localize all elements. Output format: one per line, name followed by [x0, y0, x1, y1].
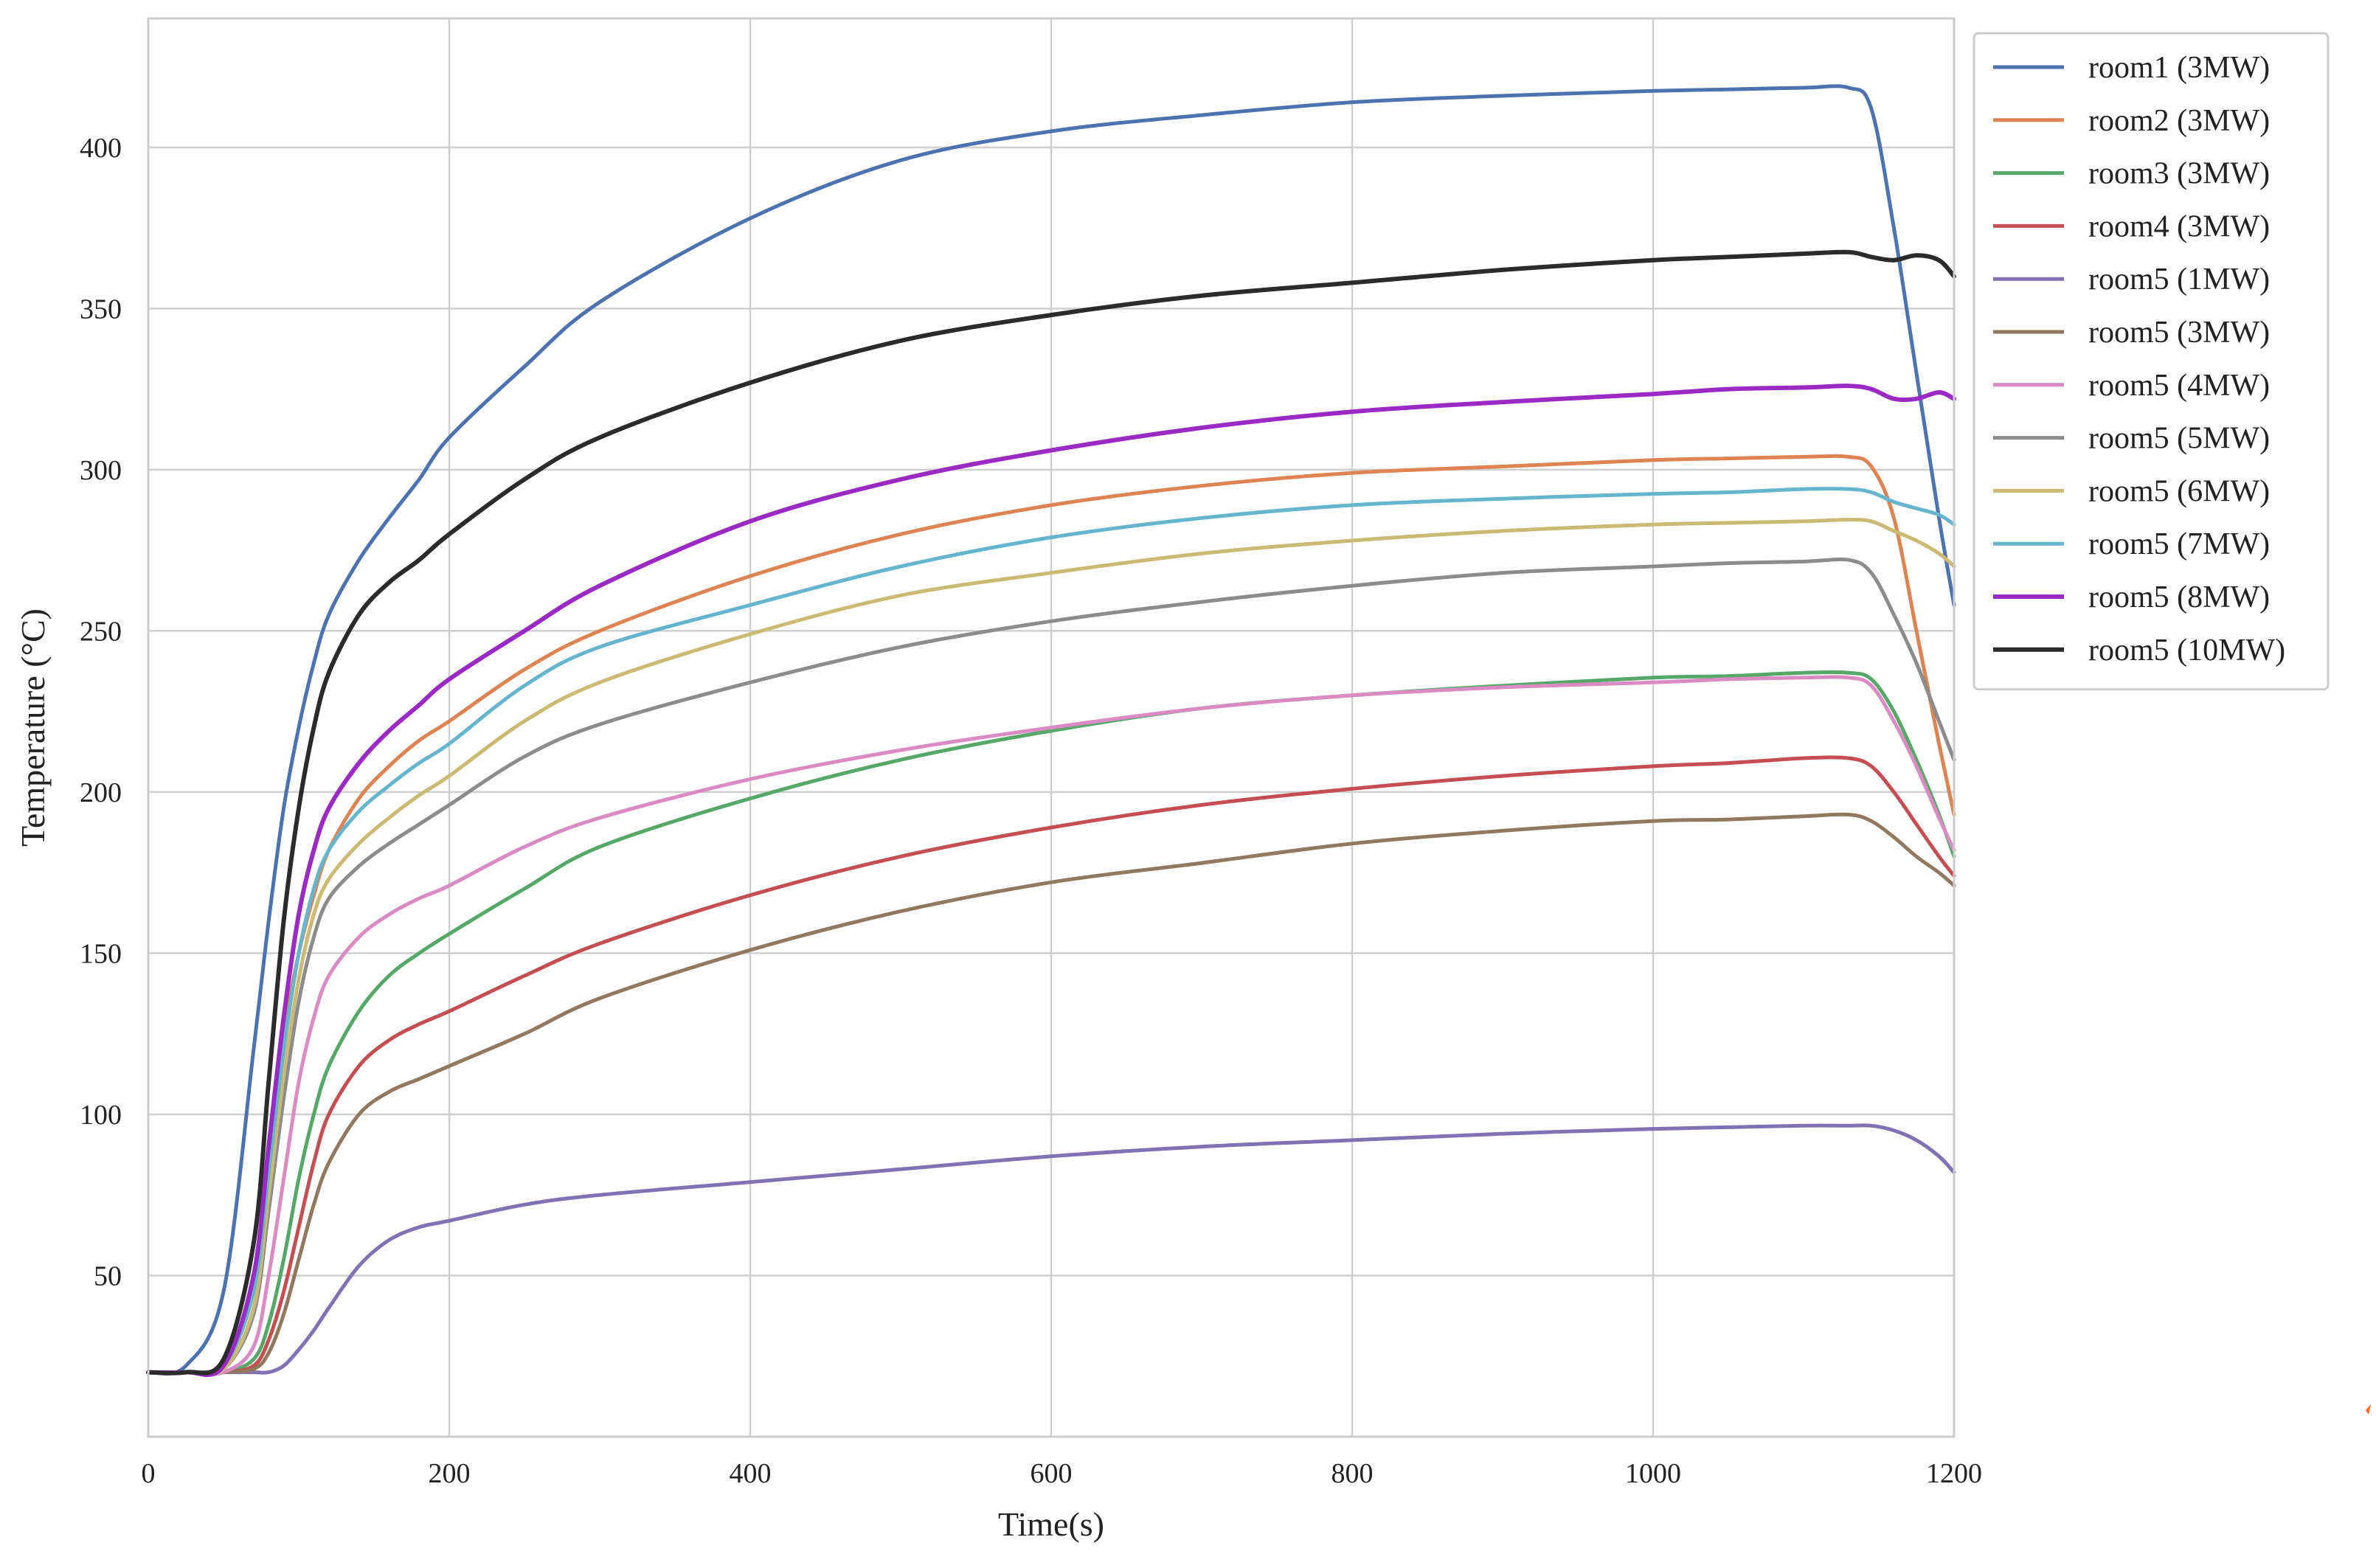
- series-line-5: [146, 1123, 1956, 1375]
- legend-label: room5 (3MW): [2088, 316, 2270, 350]
- y-tick-label: 200: [80, 777, 122, 808]
- series-line-8: [146, 557, 1956, 1376]
- legend: room1 (3MW) room2 (3MW) room3 (3MW) room4 (…: [1973, 32, 2330, 691]
- legend-label: room5 (5MW): [2088, 422, 2270, 456]
- x-tick-label: 600: [1031, 1458, 1073, 1489]
- y-tick-label: 300: [80, 455, 122, 486]
- legend-label: room1 (3MW): [2088, 51, 2270, 85]
- legend-label: room5 (7MW): [2088, 527, 2270, 561]
- series-line-7: [146, 675, 1956, 1376]
- series-line-6: [146, 812, 1956, 1375]
- x-tick-label: 400: [730, 1458, 772, 1489]
- legend-label: room5 (8MW): [2088, 580, 2270, 614]
- series-lines: [146, 84, 1956, 1377]
- series-line-9: [146, 518, 1956, 1377]
- legend-label: room5 (6MW): [2088, 474, 2270, 508]
- series-line-1: [146, 84, 1956, 1376]
- x-tick-label: 1200: [1926, 1458, 1982, 1489]
- legend-label: room2 (3MW): [2088, 104, 2270, 138]
- y-tick-labels: 50 100 150 200 250 300 350 400: [80, 133, 122, 1292]
- legend-label: room5 (10MW): [2088, 634, 2285, 667]
- series-line-11: [146, 384, 1956, 1377]
- y-tick-label: 400: [80, 133, 122, 164]
- grid: [147, 18, 1956, 1437]
- legend-label: room5 (4MW): [2088, 369, 2270, 403]
- legend-frame: [1973, 32, 2330, 691]
- y-tick-label: 150: [80, 938, 122, 969]
- x-tick-label: 0: [142, 1458, 156, 1489]
- legend-label: room4 (3MW): [2088, 209, 2270, 243]
- x-tick-label: 200: [429, 1458, 471, 1489]
- series-line-4: [146, 755, 1956, 1375]
- y-tick-label: 250: [80, 616, 122, 647]
- legend-label: room3 (3MW): [2088, 157, 2270, 191]
- y-tick-label: 50: [94, 1260, 122, 1291]
- series-line-3: [146, 670, 1956, 1376]
- x-axis-title: Time(s): [998, 1505, 1104, 1543]
- y-tick-label: 350: [80, 294, 122, 325]
- plot-area-frame: [147, 17, 1956, 1438]
- legend-label: room5 (1MW): [2088, 263, 2270, 296]
- x-tick-label: 1000: [1625, 1458, 1681, 1489]
- x-tick-labels: 0 200 400 600 800 1000 1200: [142, 1458, 1983, 1489]
- y-axis-title: Temperature (°C): [14, 608, 52, 847]
- series-line-12: [146, 249, 1956, 1376]
- x-tick-label: 800: [1331, 1458, 1374, 1489]
- y-tick-label: 100: [80, 1100, 122, 1131]
- orange-edge-mark: [2366, 1404, 2371, 1415]
- series-line-10: [146, 487, 1956, 1376]
